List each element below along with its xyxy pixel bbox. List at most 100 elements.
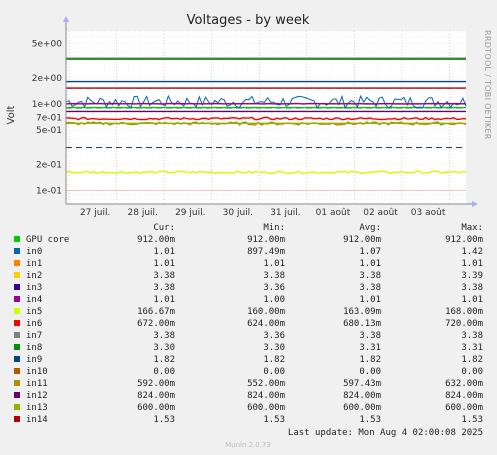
legend-swatch: [14, 236, 20, 242]
legend-value-max: 1.01: [461, 295, 483, 305]
legend-value-min: 1.01: [263, 259, 285, 269]
legend-value-avg: 3.38: [359, 331, 381, 341]
legend-series-name: in2: [26, 271, 42, 281]
y-tick-label: 1e-01: [36, 187, 62, 197]
rrdtool-watermark: RRDTOOL / TOBI OETIKER: [483, 30, 492, 140]
legend-swatch: [14, 308, 20, 314]
y-axis-label: Volt: [6, 105, 17, 124]
legend-series-name: in1: [26, 259, 42, 269]
munin-version: Munin 2.0.73: [225, 441, 271, 449]
legend-series-name: in8: [26, 343, 42, 353]
legend-swatch: [14, 260, 20, 266]
legend-value-cur: 0.00: [153, 367, 175, 377]
last-update: Last update: Mon Aug 4 02:00:08 2025: [288, 428, 483, 438]
legend-value-cur: 824.00m: [137, 391, 175, 401]
series-line-in6: [65, 116, 467, 121]
legend-column-header: Avg:: [359, 223, 381, 233]
legend-swatch: [14, 392, 20, 398]
legend-value-min: 600.00m: [247, 403, 285, 413]
legend-series-name: in9: [26, 355, 42, 365]
legend-swatch: [14, 272, 20, 278]
legend-table: Cur: Min: Avg: Max: GPU core 912.00m 912.00m 91…: [14, 223, 483, 425]
x-tick-label: 27 juil.: [80, 208, 110, 218]
legend-value-cur: 600.00m: [137, 403, 175, 413]
legend-value-cur: 3.38: [153, 271, 175, 281]
axes: [63, 16, 478, 207]
x-tick-label: 02 août: [363, 208, 398, 218]
legend-value-max: 3.38: [461, 283, 483, 293]
legend-value-avg: 600.00m: [343, 403, 381, 413]
legend-series-name: in0: [26, 247, 42, 257]
legend-value-cur: 672.00m: [137, 319, 175, 329]
legend-value-cur: 592.00m: [137, 379, 175, 389]
x-tick-label: 01 août: [316, 208, 351, 218]
legend-column-header: Max:: [461, 223, 483, 233]
legend-value-max: 3.39: [461, 271, 483, 281]
x-tick-labels: 27 juil. 28 juil. 29 juil. 30 juil. 31 juil.…: [80, 208, 446, 218]
legend-series-name: in10: [26, 367, 48, 377]
legend-series-name: in11: [26, 379, 48, 389]
legend-value-avg: 597.43m: [343, 379, 381, 389]
legend-value-min: 824.00m: [247, 391, 285, 401]
legend-value-max: 632.00m: [445, 379, 483, 389]
series-line-in5: [65, 170, 467, 175]
y-tick-label: 5e-01: [36, 126, 62, 136]
legend-series-name: in14: [26, 415, 48, 425]
legend-value-max: 0.00: [461, 367, 483, 377]
x-tick-label: 30 juil.: [223, 208, 253, 218]
legend-swatch: [14, 320, 20, 326]
legend-value-max: 168.00m: [445, 307, 483, 317]
legend-series-name: GPU core: [26, 235, 69, 245]
legend-value-min: 552.00m: [247, 379, 285, 389]
series-lines: [65, 57, 467, 175]
legend-swatch: [14, 356, 20, 362]
legend-value-avg: 1.53: [359, 415, 381, 425]
legend-value-min: 1.82: [263, 355, 285, 365]
legend-value-max: 1.01: [461, 259, 483, 269]
legend-value-avg: 1.01: [359, 295, 381, 305]
legend-value-max: 1.42: [461, 247, 483, 257]
legend-series-name: in7: [26, 331, 42, 341]
legend-value-max: 3.38: [461, 331, 483, 341]
y-tick-label: 7e-01: [36, 114, 62, 124]
legend-value-avg: 163.09m: [343, 307, 381, 317]
legend-value-cur: 1.53: [153, 415, 175, 425]
legend-series-name: in5: [26, 307, 42, 317]
legend-value-min: 1.53: [263, 415, 285, 425]
y-tick-label: 2e+00: [32, 74, 63, 84]
legend-value-avg: 0.00: [359, 367, 381, 377]
legend-value-avg: 680.13m: [343, 319, 381, 329]
legend-value-cur: 912.00m: [137, 235, 175, 245]
y-tick-label: 2e-01: [36, 161, 62, 171]
legend-swatch: [14, 296, 20, 302]
legend-value-min: 624.00m: [247, 319, 285, 329]
y-axis-arrow: [63, 16, 69, 22]
legend-value-avg: 1.07: [359, 247, 381, 257]
legend-value-max: 1.53: [461, 415, 483, 425]
legend-column-header: Min:: [263, 223, 285, 233]
legend-value-cur: 3.30: [153, 343, 175, 353]
legend-series-name: in6: [26, 319, 42, 329]
legend-value-min: 3.38: [263, 271, 285, 281]
legend-swatch: [14, 344, 20, 350]
legend-swatch: [14, 404, 20, 410]
legend-value-cur: 3.38: [153, 283, 175, 293]
legend-value-cur: 1.01: [153, 247, 175, 257]
legend-value-max: 1.82: [461, 355, 483, 365]
legend-value-max: 3.31: [461, 343, 483, 353]
legend-value-avg: 3.38: [359, 271, 381, 281]
legend-series-name: in12: [26, 391, 48, 401]
legend-swatch: [14, 332, 20, 338]
x-axis-arrow: [472, 201, 478, 207]
y-tick-label: 5e+00: [32, 40, 63, 50]
chart-title: Voltages - by week: [187, 13, 310, 28]
legend-swatch: [14, 248, 20, 254]
legend-swatch: [14, 368, 20, 374]
x-tick-label: 31 juil.: [270, 208, 300, 218]
legend-column-header: Cur:: [153, 223, 175, 233]
legend-value-min: 897.49m: [247, 247, 285, 257]
legend-value-max: 600.00m: [445, 403, 483, 413]
legend-value-cur: 3.38: [153, 331, 175, 341]
legend-value-max: 912.00m: [445, 235, 483, 245]
